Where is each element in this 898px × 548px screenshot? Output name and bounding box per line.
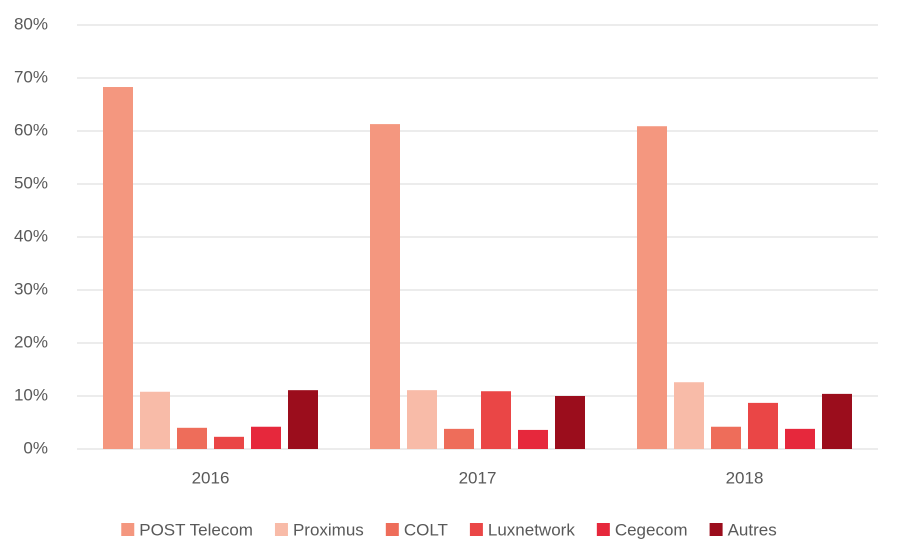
bar	[822, 393, 852, 449]
legend-label: Cegecom	[615, 520, 688, 539]
bar	[555, 396, 585, 449]
legend-swatch	[469, 523, 483, 536]
bar	[103, 87, 133, 449]
legend-label: Proximus	[293, 520, 364, 539]
legend-swatch	[385, 523, 399, 536]
legend-label: Autres	[728, 520, 777, 539]
x-tick-label: 2017	[459, 468, 497, 487]
bar	[518, 429, 548, 449]
bar	[748, 402, 778, 449]
bar	[370, 124, 400, 450]
bar	[140, 391, 170, 449]
y-tick-label: 0%	[23, 438, 48, 457]
legend-label: POST Telecom	[139, 520, 253, 539]
legend-swatch	[274, 523, 288, 536]
y-tick-label: 20%	[14, 332, 48, 351]
bar	[674, 382, 704, 449]
bar	[407, 390, 437, 449]
bar	[251, 426, 281, 449]
y-tick-label: 80%	[14, 14, 48, 33]
legend-swatch	[709, 523, 723, 536]
legend-swatch	[121, 523, 135, 536]
legend-swatch	[596, 523, 610, 536]
legend-label: COLT	[404, 520, 448, 539]
x-tick-label: 2018	[726, 468, 764, 487]
bar	[711, 426, 741, 449]
bar	[785, 428, 815, 449]
x-tick-label: 2016	[192, 468, 230, 487]
y-tick-label: 70%	[14, 67, 48, 86]
bar	[444, 428, 474, 449]
legend-label: Luxnetwork	[488, 520, 575, 539]
y-tick-label: 10%	[14, 385, 48, 404]
bar	[214, 436, 244, 449]
y-tick-label: 40%	[14, 226, 48, 245]
bar	[288, 390, 318, 449]
y-tick-label: 30%	[14, 279, 48, 298]
bar	[481, 391, 511, 449]
bar	[177, 427, 207, 449]
y-tick-label: 50%	[14, 173, 48, 192]
y-tick-label: 60%	[14, 120, 48, 139]
bar	[637, 126, 667, 449]
